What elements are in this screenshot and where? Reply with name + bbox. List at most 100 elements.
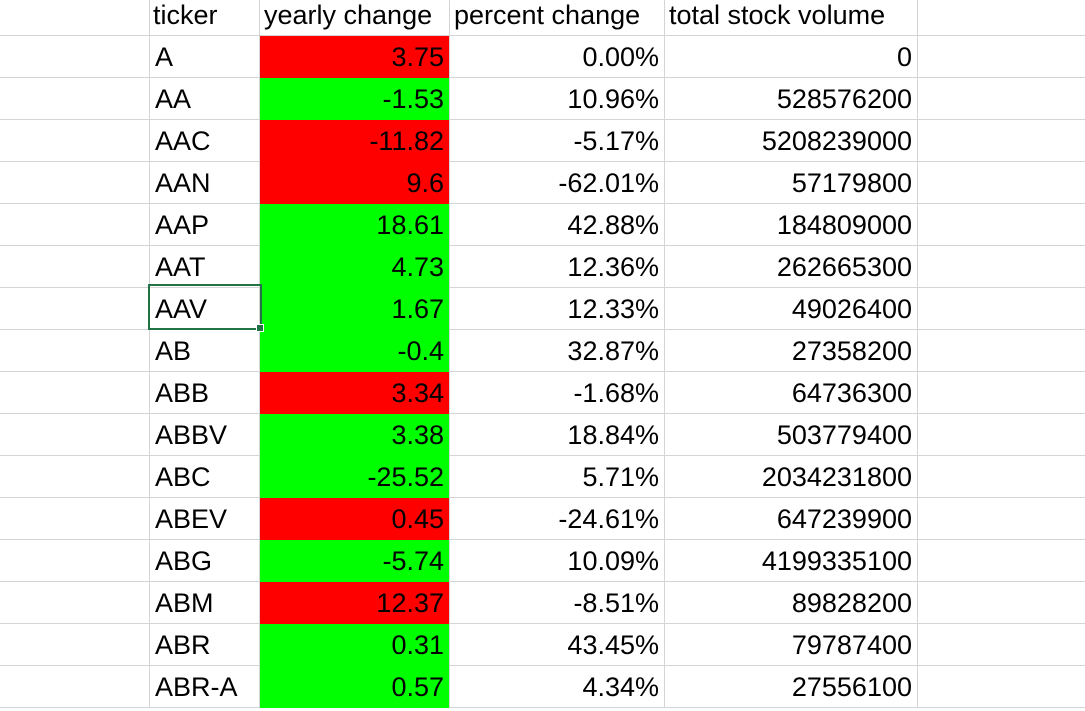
percent-change-cell[interactable]: 4.34% (450, 666, 665, 708)
percent-change-cell[interactable]: 0.00% (450, 36, 665, 78)
empty-cell[interactable] (918, 582, 1085, 624)
total-stock-volume-cell[interactable]: 27358200 (665, 330, 918, 372)
total-stock-volume-cell[interactable]: 64736300 (665, 372, 918, 414)
ticker-cell[interactable]: AAT (150, 246, 260, 288)
percent-change-cell[interactable]: 32.87% (450, 330, 665, 372)
percent-change-cell[interactable]: -24.61% (450, 498, 665, 540)
ticker-cell[interactable]: ABB (150, 372, 260, 414)
yearly-change-cell[interactable]: 0.45 (260, 498, 450, 540)
ticker-cell[interactable]: ABM (150, 582, 260, 624)
yearly-change-cell[interactable]: -25.52 (260, 456, 450, 498)
empty-cell[interactable] (0, 414, 150, 456)
empty-cell[interactable] (0, 372, 150, 414)
percent-change-cell[interactable]: 10.96% (450, 78, 665, 120)
empty-cell[interactable] (0, 624, 150, 666)
percent-change-cell[interactable]: 42.88% (450, 204, 665, 246)
total-stock-volume-cell[interactable]: 503779400 (665, 414, 918, 456)
percent-change-cell[interactable]: 12.36% (450, 246, 665, 288)
empty-cell[interactable] (918, 36, 1085, 78)
empty-cell[interactable] (918, 456, 1085, 498)
yearly-change-cell[interactable]: -0.4 (260, 330, 450, 372)
empty-cell[interactable] (0, 666, 150, 708)
empty-cell[interactable] (918, 414, 1085, 456)
total-stock-volume-cell[interactable]: 528576200 (665, 78, 918, 120)
yearly-change-cell[interactable]: 0.31 (260, 624, 450, 666)
total-stock-volume-cell[interactable]: 5208239000 (665, 120, 918, 162)
ticker-cell[interactable]: ABEV (150, 498, 260, 540)
empty-cell[interactable] (0, 498, 150, 540)
empty-cell[interactable] (918, 624, 1085, 666)
empty-cell[interactable] (918, 540, 1085, 582)
percent-change-cell[interactable]: 5.71% (450, 456, 665, 498)
yearly-change-cell[interactable]: -11.82 (260, 120, 450, 162)
empty-cell[interactable] (918, 204, 1085, 246)
header-yearly-change[interactable]: yearly change (260, 0, 450, 36)
empty-cell[interactable] (918, 666, 1085, 708)
total-stock-volume-cell[interactable]: 89828200 (665, 582, 918, 624)
empty-cell[interactable] (918, 0, 1085, 36)
ticker-cell[interactable]: AAC (150, 120, 260, 162)
empty-cell[interactable] (0, 36, 150, 78)
ticker-cell[interactable]: AB (150, 330, 260, 372)
percent-change-cell[interactable]: -1.68% (450, 372, 665, 414)
percent-change-cell[interactable]: -8.51% (450, 582, 665, 624)
yearly-change-cell[interactable]: 9.6 (260, 162, 450, 204)
ticker-cell[interactable]: ABR (150, 624, 260, 666)
yearly-change-cell[interactable]: 3.34 (260, 372, 450, 414)
ticker-cell[interactable]: AAP (150, 204, 260, 246)
empty-cell[interactable] (0, 246, 150, 288)
total-stock-volume-cell[interactable]: 2034231800 (665, 456, 918, 498)
empty-cell[interactable] (0, 162, 150, 204)
empty-cell[interactable] (0, 582, 150, 624)
ticker-cell[interactable]: ABC (150, 456, 260, 498)
ticker-cell[interactable]: ABG (150, 540, 260, 582)
total-stock-volume-cell[interactable]: 27556100 (665, 666, 918, 708)
header-ticker[interactable]: ticker (150, 0, 260, 36)
empty-cell[interactable] (918, 498, 1085, 540)
total-stock-volume-cell[interactable]: 184809000 (665, 204, 918, 246)
empty-cell[interactable] (918, 330, 1085, 372)
ticker-cell[interactable]: AAN (150, 162, 260, 204)
ticker-cell[interactable]: A (150, 36, 260, 78)
ticker-cell[interactable]: AA (150, 78, 260, 120)
empty-cell[interactable] (918, 162, 1085, 204)
empty-cell[interactable] (0, 120, 150, 162)
yearly-change-cell[interactable]: 3.38 (260, 414, 450, 456)
empty-cell[interactable] (918, 246, 1085, 288)
empty-cell[interactable] (918, 78, 1085, 120)
total-stock-volume-cell[interactable]: 57179800 (665, 162, 918, 204)
yearly-change-cell[interactable]: -1.53 (260, 78, 450, 120)
percent-change-cell[interactable]: -5.17% (450, 120, 665, 162)
yearly-change-cell[interactable]: 3.75 (260, 36, 450, 78)
empty-cell[interactable] (918, 372, 1085, 414)
total-stock-volume-cell[interactable]: 79787400 (665, 624, 918, 666)
total-stock-volume-cell[interactable]: 647239900 (665, 498, 918, 540)
ticker-cell[interactable]: AAV (150, 288, 260, 330)
percent-change-cell[interactable]: 43.45% (450, 624, 665, 666)
header-total-stock-volume[interactable]: total stock volume (665, 0, 918, 36)
empty-cell[interactable] (0, 204, 150, 246)
yearly-change-cell[interactable]: -5.74 (260, 540, 450, 582)
total-stock-volume-cell[interactable]: 0 (665, 36, 918, 78)
empty-cell[interactable] (0, 540, 150, 582)
empty-cell[interactable] (0, 456, 150, 498)
yearly-change-cell[interactable]: 1.67 (260, 288, 450, 330)
empty-cell[interactable] (918, 120, 1085, 162)
percent-change-cell[interactable]: -62.01% (450, 162, 665, 204)
total-stock-volume-cell[interactable]: 4199335100 (665, 540, 918, 582)
empty-cell[interactable] (0, 78, 150, 120)
percent-change-cell[interactable]: 10.09% (450, 540, 665, 582)
total-stock-volume-cell[interactable]: 49026400 (665, 288, 918, 330)
header-percent-change[interactable]: percent change (450, 0, 665, 36)
yearly-change-cell[interactable]: 18.61 (260, 204, 450, 246)
percent-change-cell[interactable]: 18.84% (450, 414, 665, 456)
empty-cell[interactable] (0, 330, 150, 372)
yearly-change-cell[interactable]: 4.73 (260, 246, 450, 288)
yearly-change-cell[interactable]: 0.57 (260, 666, 450, 708)
row-label-cell[interactable] (0, 0, 150, 36)
ticker-cell[interactable]: ABBV (150, 414, 260, 456)
empty-cell[interactable] (918, 288, 1085, 330)
percent-change-cell[interactable]: 12.33% (450, 288, 665, 330)
yearly-change-cell[interactable]: 12.37 (260, 582, 450, 624)
ticker-cell[interactable]: ABR-A (150, 666, 260, 708)
